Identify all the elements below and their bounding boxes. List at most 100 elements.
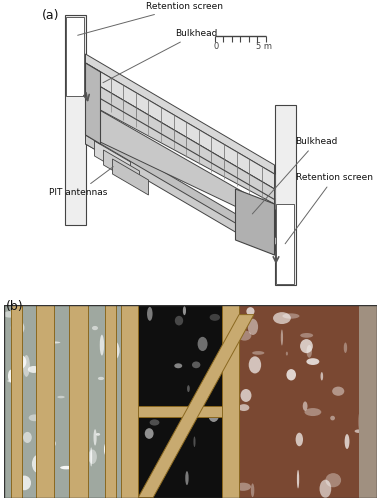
Ellipse shape xyxy=(98,377,104,380)
Text: Bulkhead: Bulkhead xyxy=(252,137,338,214)
Ellipse shape xyxy=(72,451,75,473)
Bar xyxy=(235,305,377,498)
Bar xyxy=(122,406,237,416)
Bar xyxy=(123,305,235,498)
Ellipse shape xyxy=(247,307,255,316)
Ellipse shape xyxy=(3,311,16,318)
Text: 5 m: 5 m xyxy=(256,42,272,51)
Ellipse shape xyxy=(23,355,30,377)
Bar xyxy=(35,305,54,498)
Polygon shape xyxy=(85,78,274,204)
Ellipse shape xyxy=(185,471,189,485)
Ellipse shape xyxy=(104,443,108,456)
Ellipse shape xyxy=(77,487,85,494)
Ellipse shape xyxy=(345,434,349,449)
Ellipse shape xyxy=(28,366,40,373)
Polygon shape xyxy=(85,78,274,204)
Ellipse shape xyxy=(51,448,54,457)
Text: Retention screen: Retention screen xyxy=(78,2,223,35)
Ellipse shape xyxy=(96,433,100,436)
Ellipse shape xyxy=(248,318,258,335)
Ellipse shape xyxy=(306,345,312,358)
Ellipse shape xyxy=(183,306,186,315)
Ellipse shape xyxy=(355,430,363,433)
Ellipse shape xyxy=(251,484,254,497)
Bar xyxy=(11,305,22,498)
Ellipse shape xyxy=(71,463,77,472)
Ellipse shape xyxy=(150,420,159,426)
Ellipse shape xyxy=(18,476,31,490)
Ellipse shape xyxy=(208,407,219,422)
Ellipse shape xyxy=(300,339,313,353)
Ellipse shape xyxy=(106,340,120,361)
Ellipse shape xyxy=(29,414,40,421)
Ellipse shape xyxy=(42,310,54,326)
Ellipse shape xyxy=(325,473,341,488)
Polygon shape xyxy=(112,159,149,195)
Ellipse shape xyxy=(37,393,48,402)
Ellipse shape xyxy=(11,320,24,336)
Ellipse shape xyxy=(8,370,14,382)
Ellipse shape xyxy=(147,307,152,321)
Ellipse shape xyxy=(57,396,65,398)
Bar xyxy=(359,305,377,498)
Ellipse shape xyxy=(344,342,347,353)
Bar xyxy=(69,305,88,498)
Text: (a): (a) xyxy=(42,9,59,22)
Ellipse shape xyxy=(287,369,296,380)
Ellipse shape xyxy=(300,333,313,338)
Ellipse shape xyxy=(198,337,208,351)
Polygon shape xyxy=(85,135,280,246)
Ellipse shape xyxy=(332,386,344,396)
Polygon shape xyxy=(94,141,131,177)
Ellipse shape xyxy=(93,429,97,446)
Ellipse shape xyxy=(60,466,72,469)
Ellipse shape xyxy=(100,334,104,355)
Ellipse shape xyxy=(281,330,283,345)
Ellipse shape xyxy=(14,355,26,368)
Ellipse shape xyxy=(85,346,88,356)
Ellipse shape xyxy=(210,314,220,321)
Polygon shape xyxy=(274,105,296,285)
Polygon shape xyxy=(138,314,254,498)
Bar xyxy=(105,305,116,498)
Ellipse shape xyxy=(240,389,251,402)
Polygon shape xyxy=(104,150,139,186)
Ellipse shape xyxy=(320,480,331,498)
Polygon shape xyxy=(85,135,274,255)
Ellipse shape xyxy=(175,316,183,326)
Polygon shape xyxy=(235,189,274,255)
Ellipse shape xyxy=(43,439,56,448)
Ellipse shape xyxy=(105,476,110,478)
Ellipse shape xyxy=(88,450,97,464)
Ellipse shape xyxy=(47,342,60,344)
Ellipse shape xyxy=(38,349,52,370)
Ellipse shape xyxy=(145,428,154,439)
Ellipse shape xyxy=(368,410,376,425)
Bar xyxy=(122,305,138,498)
Ellipse shape xyxy=(19,392,22,412)
Ellipse shape xyxy=(90,448,92,466)
Ellipse shape xyxy=(239,404,249,411)
Ellipse shape xyxy=(23,432,32,443)
Ellipse shape xyxy=(92,326,98,330)
Ellipse shape xyxy=(75,430,83,443)
Text: (b): (b) xyxy=(6,300,23,313)
Bar xyxy=(222,305,239,498)
Ellipse shape xyxy=(297,470,299,488)
Ellipse shape xyxy=(124,474,132,476)
Ellipse shape xyxy=(282,314,299,318)
Ellipse shape xyxy=(187,385,190,392)
Polygon shape xyxy=(85,54,274,174)
Ellipse shape xyxy=(286,352,288,356)
Ellipse shape xyxy=(238,330,251,340)
Ellipse shape xyxy=(304,408,321,416)
Ellipse shape xyxy=(74,336,83,349)
Ellipse shape xyxy=(320,372,323,380)
Polygon shape xyxy=(85,63,274,189)
Polygon shape xyxy=(85,63,101,144)
Ellipse shape xyxy=(32,454,46,473)
Ellipse shape xyxy=(330,416,335,420)
Ellipse shape xyxy=(235,482,251,491)
Ellipse shape xyxy=(296,432,303,446)
